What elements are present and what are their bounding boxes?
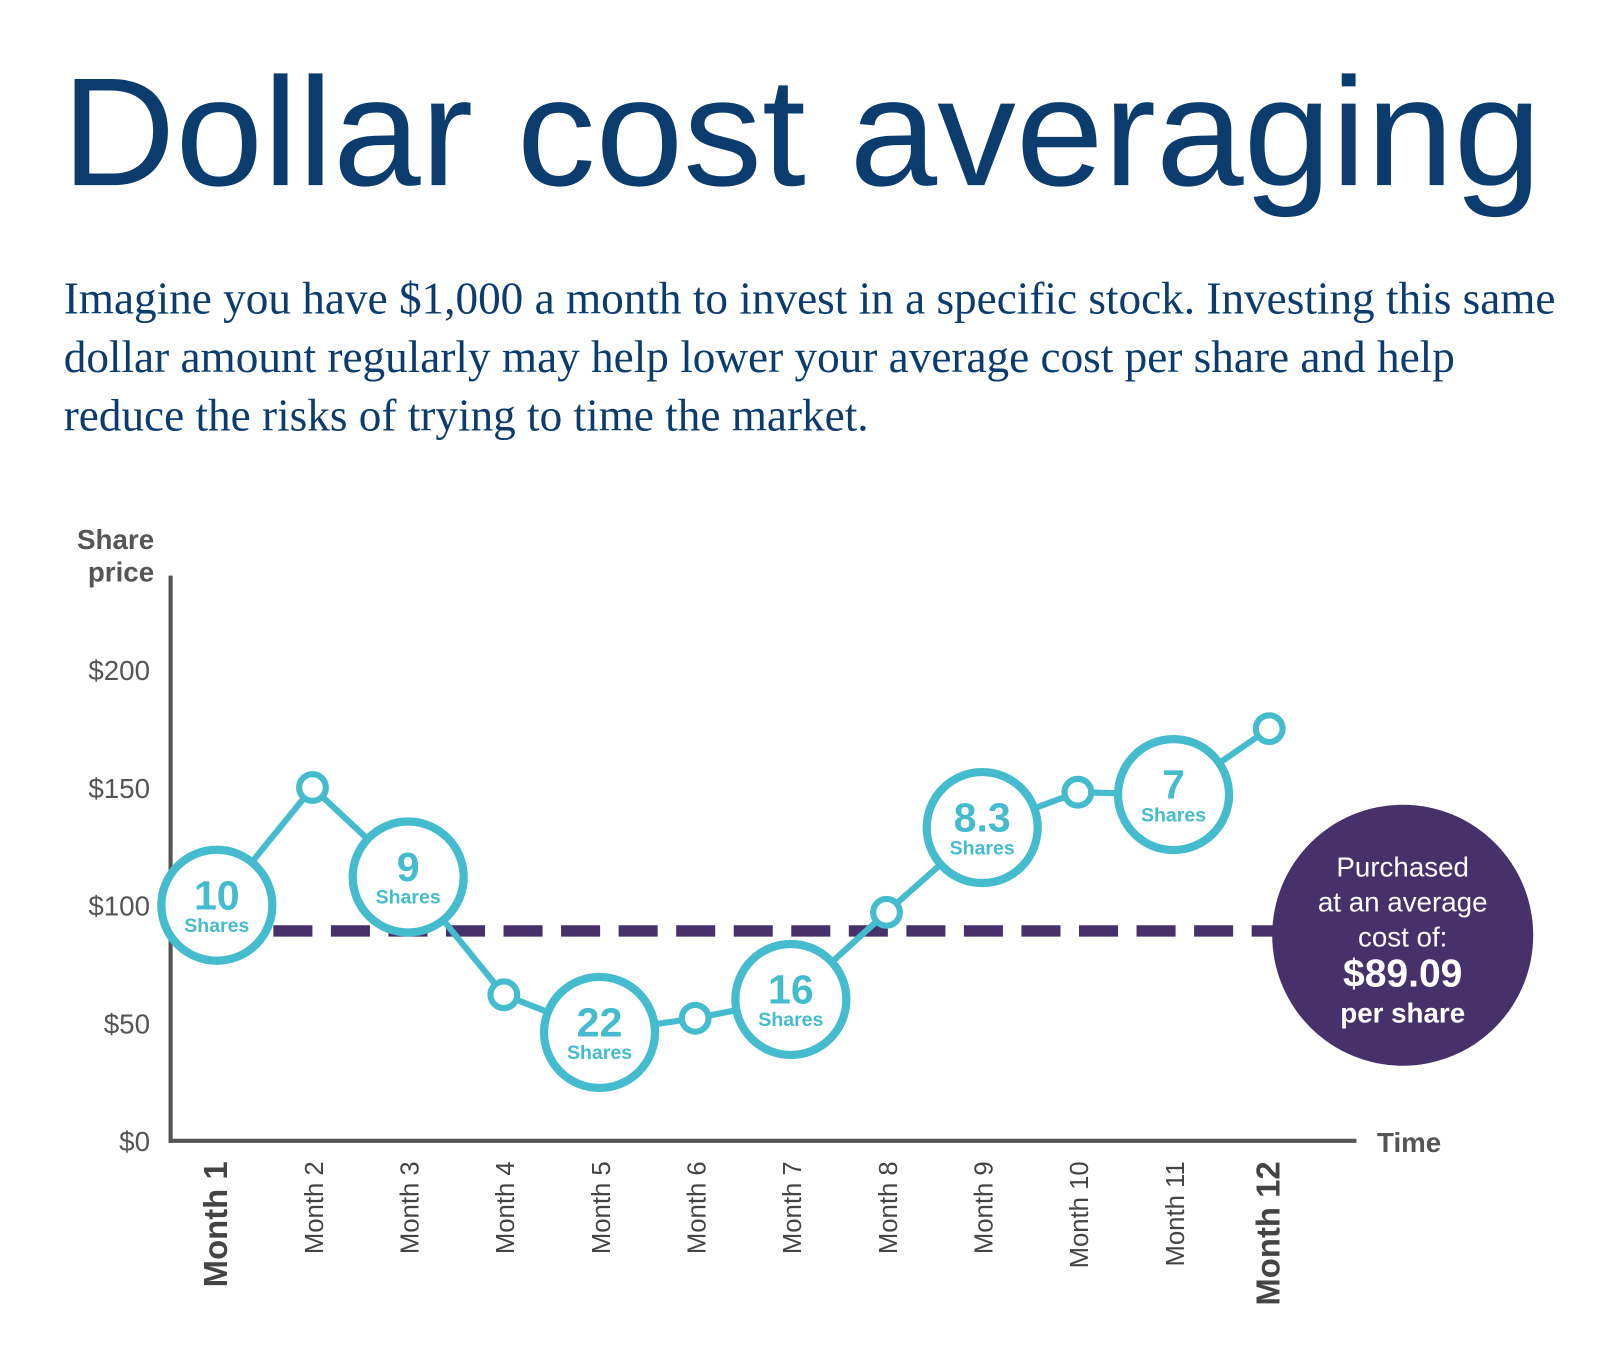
y-tick-label: $200	[88, 655, 150, 686]
callout-suffix: per share	[1340, 998, 1465, 1029]
price-point	[1061, 775, 1095, 809]
callout-text: cost of:	[1358, 922, 1447, 953]
shares-count: 7	[1162, 762, 1185, 808]
callout-text: Purchased	[1336, 852, 1469, 883]
y-tick-label: $100	[88, 891, 150, 922]
x-tick-label: Month 1	[197, 1161, 234, 1287]
x-tick-label: Month 11	[1162, 1161, 1190, 1266]
y-tick-label: $0	[119, 1126, 150, 1157]
y-axis-label: price	[88, 557, 154, 588]
price-point	[1252, 712, 1286, 746]
shares-count: 9	[397, 844, 420, 890]
x-tick-label: Month 6	[683, 1161, 711, 1254]
share-bubble	[1113, 734, 1234, 855]
shares-count: 16	[768, 967, 814, 1013]
shares-label: Shares	[567, 1042, 632, 1064]
y-axis-label: Share	[77, 524, 154, 555]
average-callout	[1272, 804, 1534, 1066]
shares-count: 8.3	[954, 795, 1011, 841]
share-bubble	[348, 817, 468, 937]
share-bubble	[731, 939, 851, 1060]
x-tick-label: Month 5	[588, 1161, 616, 1254]
shares-label: Shares	[184, 915, 249, 937]
subtitle-box: Imagine you have $1,000 a month to inves…	[63, 273, 1556, 441]
x-tick-label: Month 2	[301, 1161, 329, 1254]
y-tick-label: $50	[104, 1008, 150, 1039]
x-tick-label: Month 4	[492, 1161, 520, 1254]
subtitle: Imagine you have $1,000 a month to inves…	[63, 273, 1556, 441]
x-axis-label: Time	[1377, 1127, 1441, 1158]
share-bubble	[157, 845, 277, 965]
shares-label: Shares	[376, 887, 441, 909]
price-point	[487, 978, 521, 1012]
x-tick-label: Month 12	[1249, 1161, 1286, 1305]
x-tick-label: Month 7	[779, 1161, 807, 1254]
shares-label: Shares	[950, 837, 1015, 859]
callout-text: at an average	[1318, 887, 1488, 918]
x-tick-label: Month 10	[1066, 1161, 1094, 1268]
price-point	[678, 1001, 712, 1035]
share-bubble	[539, 972, 660, 1093]
y-tick-label: $150	[88, 773, 150, 804]
chart-title: Dollar cost averaging	[62, 45, 1542, 218]
x-tick-label: Month 9	[970, 1161, 998, 1254]
shares-count: 10	[194, 872, 240, 918]
price-point	[296, 771, 329, 804]
shares-count: 22	[577, 1000, 623, 1046]
share-bubble	[922, 767, 1042, 888]
x-tick-label: Month 3	[396, 1161, 424, 1254]
price-point	[870, 895, 903, 929]
x-tick-label: Month 8	[875, 1161, 903, 1254]
callout-value: $89.09	[1343, 953, 1462, 996]
shares-label: Shares	[1141, 804, 1206, 826]
shares-label: Shares	[758, 1009, 823, 1031]
